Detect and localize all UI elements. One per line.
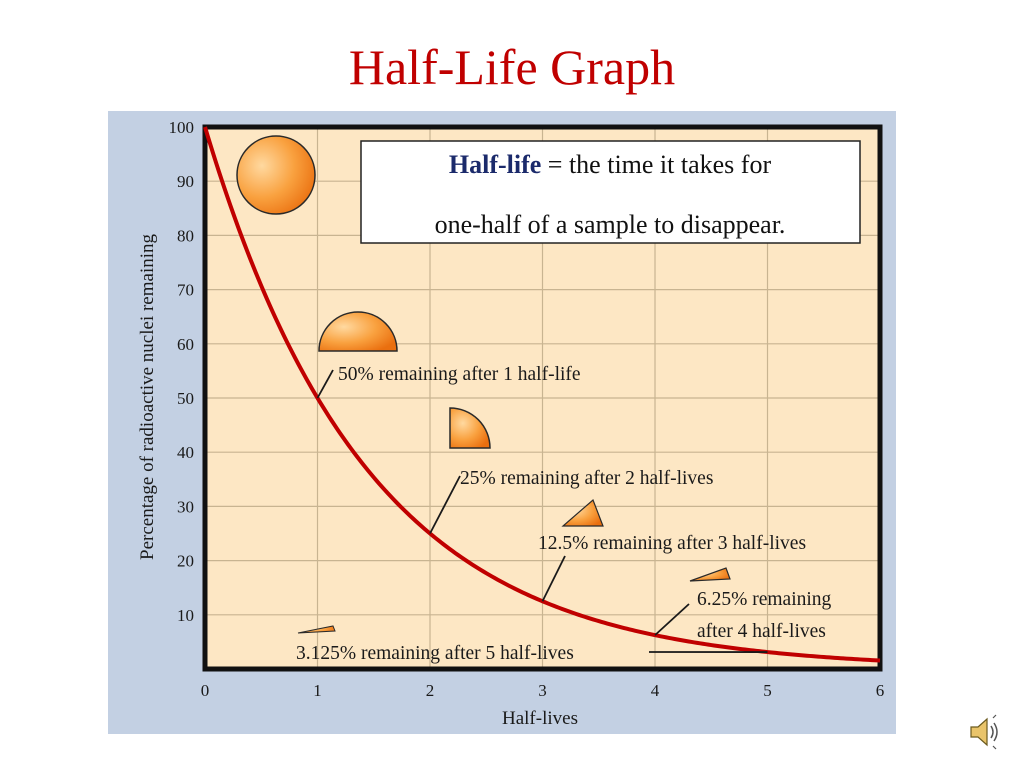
sample-shapes [236, 135, 731, 634]
annotation-leader [654, 603, 690, 636]
x-tick-label: 5 [763, 681, 772, 700]
x-tick-label: 2 [426, 681, 435, 700]
definition-line-2: one-half of a sample to disappear. [435, 210, 786, 239]
x-tick-label: 1 [313, 681, 322, 700]
sample-sixteenth-piece [689, 567, 731, 582]
x-tick-label: 3 [538, 681, 547, 700]
y-tick-label: 10 [177, 606, 194, 625]
sample-eighth-piece [561, 498, 604, 527]
definition-line-1-text: = the time it takes for [541, 150, 771, 179]
annotation-leader [541, 555, 566, 602]
sample-half-circle [318, 311, 398, 352]
annotation-leader [316, 369, 334, 399]
annotation-label: 12.5% remaining after 3 half-lives [538, 533, 806, 554]
sample-full-circle [236, 135, 316, 215]
definition-term: Half-life [449, 150, 541, 179]
x-tick-label: 6 [876, 681, 885, 700]
x-tick-label: 4 [651, 681, 660, 700]
y-axis-label: Percentage of radioactive nuclei remaini… [137, 233, 158, 560]
y-tick-label: 100 [169, 118, 195, 137]
y-tick-label: 50 [177, 389, 194, 408]
y-tick-label: 40 [177, 443, 194, 462]
y-tick-label: 20 [177, 552, 194, 571]
annotations: 50% remaining after 1 half-life 25% remai… [296, 364, 832, 664]
y-tick-labels: 10 20 30 40 50 60 70 80 90 100 [169, 118, 195, 625]
slide-title: Half-Life Graph [348, 39, 676, 95]
annotation-label: 3.125% remaining after 5 half-lives [296, 643, 574, 664]
definition-line-1: Half-life = the time it takes for [449, 150, 772, 179]
definition-box-frame [360, 140, 861, 244]
annotation-label: after 4 half-lives [697, 621, 826, 642]
y-tick-label: 60 [177, 335, 194, 354]
x-tick-label: 0 [201, 681, 210, 700]
y-tick-label: 80 [177, 226, 194, 245]
y-tick-label: 30 [177, 497, 194, 516]
annotation-label: 25% remaining after 2 half-lives [460, 468, 713, 489]
sample-thirtysecond-piece [297, 625, 336, 634]
y-tick-label: 70 [177, 281, 194, 300]
x-axis-label: Half-lives [502, 708, 578, 729]
definition-box: Half-life = the time it takes for one-ha… [360, 140, 861, 244]
annotation-label: 50% remaining after 1 half-life [338, 364, 581, 385]
annotation-leader [429, 475, 461, 534]
x-tick-labels: 0 1 2 3 4 5 6 [201, 681, 885, 700]
speaker-icon[interactable] [968, 712, 1004, 752]
plot-frame [202, 124, 883, 672]
annotation-label: 6.25% remaining [697, 589, 832, 610]
sample-quarter-circle [449, 407, 491, 449]
y-tick-label: 90 [177, 172, 194, 191]
